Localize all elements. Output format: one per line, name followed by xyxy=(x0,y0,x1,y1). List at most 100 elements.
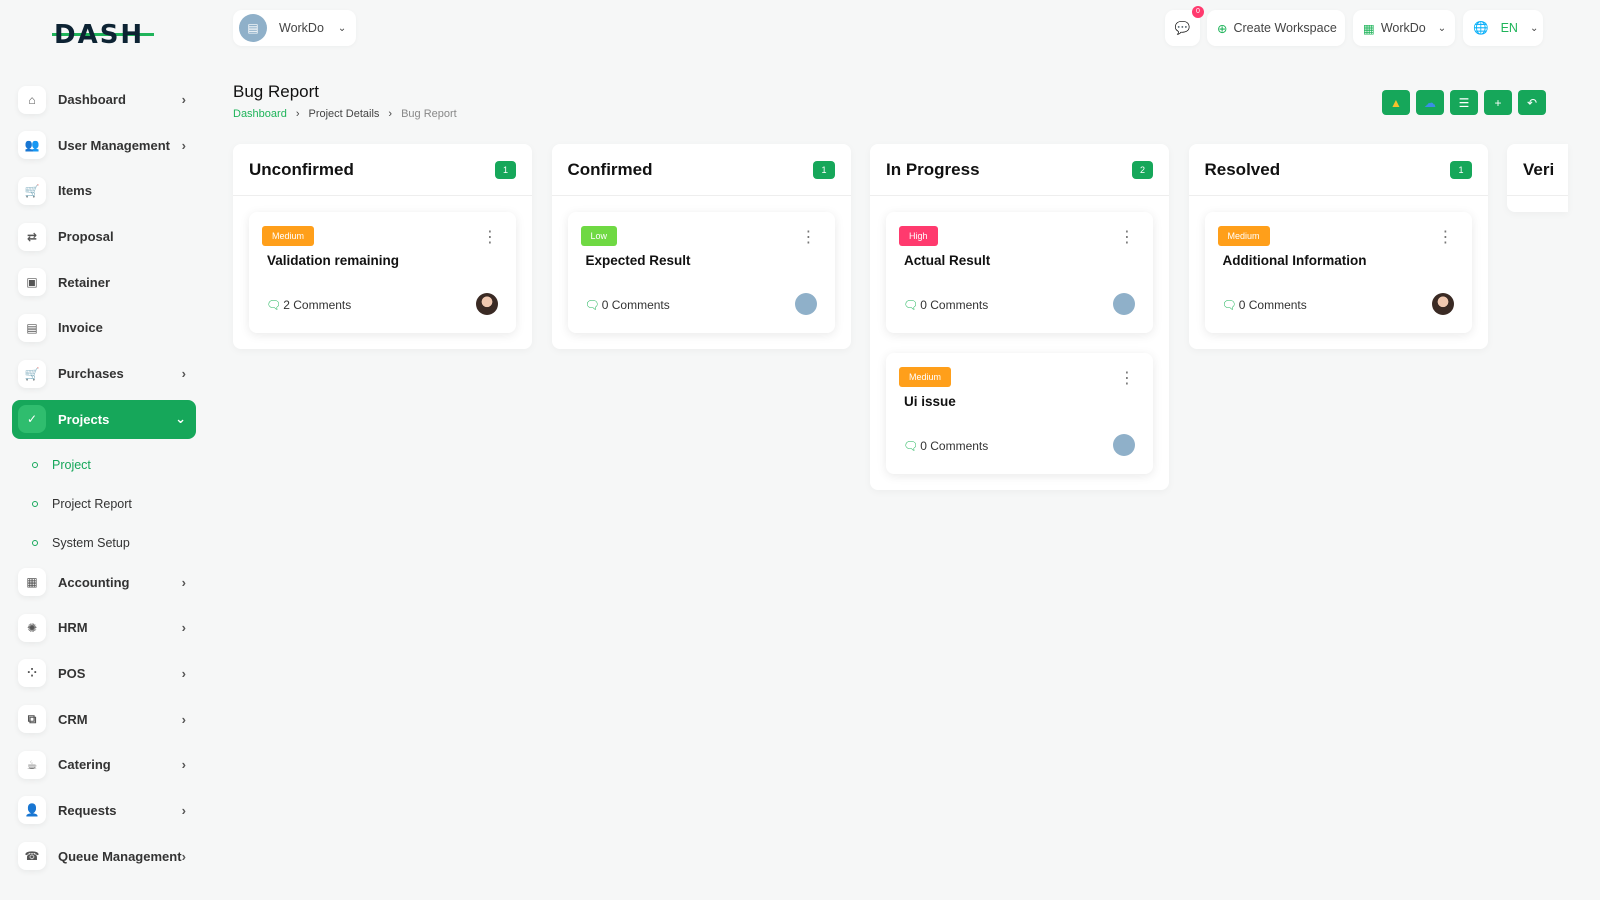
priority-badge: Medium xyxy=(262,226,315,246)
crm-icon: ⧉ xyxy=(18,705,46,734)
column-count-badge: 1 xyxy=(1450,160,1472,179)
accounting-icon: ▦ xyxy=(18,568,46,596)
more-options-icon[interactable]: ⋮ xyxy=(482,229,498,246)
sidebar-item-items[interactable]: 🛒 Items xyxy=(12,171,196,210)
workspace-switcher[interactable]: ▤ WorkDo ⌄ xyxy=(233,10,357,46)
sidebar-item-accounting[interactable]: ▦ Accounting › xyxy=(12,563,196,602)
workspace-avatar-icon: ▤ xyxy=(239,14,267,42)
comment-icon: 🗨 xyxy=(266,298,282,312)
comment-icon: 🗨 xyxy=(903,298,919,312)
add-button[interactable]: + xyxy=(1484,90,1512,115)
column-header: In Progress 2 xyxy=(870,144,1169,196)
bug-card[interactable]: Medium Additional Information ⋮ 🗨 0 Comme… xyxy=(1204,212,1472,333)
user-avatar[interactable] xyxy=(794,293,817,315)
catering-icon: ☕ xyxy=(18,750,46,779)
sidebar-item-requests[interactable]: 👤 Requests › xyxy=(12,791,196,830)
sidebar-item-invoice[interactable]: ▤ Invoice xyxy=(12,308,196,347)
user-avatar[interactable] xyxy=(1113,434,1135,456)
sidebar-item-purchases[interactable]: 🛒 Purchases › xyxy=(12,354,196,393)
onedrive-icon: ☁ xyxy=(1424,95,1436,110)
sidebar-item-retainer[interactable]: ▣ Retainer xyxy=(12,263,196,302)
comments-count: 🗨 0 Comments xyxy=(903,439,988,453)
workspace-dropdown-label: WorkDo xyxy=(1380,21,1426,35)
bug-card[interactable]: Medium Validation remaining ⋮ 🗨 2 Comment… xyxy=(249,212,516,333)
sidebar-item-pos[interactable]: ⁘ POS › xyxy=(12,654,196,693)
comment-icon: 🗨 xyxy=(903,439,919,453)
workspace-dropdown[interactable]: ▦ WorkDo ⌄ xyxy=(1353,10,1455,46)
sidebar-item-dashboard[interactable]: ⌂ Dashboard › xyxy=(12,80,196,119)
chevron-down-icon: ⌄ xyxy=(1529,22,1539,34)
messages-button[interactable]: 💬 0 xyxy=(1165,6,1204,46)
more-options-icon[interactable]: ⋮ xyxy=(1437,229,1454,246)
workspace-name: WorkDo xyxy=(279,21,324,35)
chevron-down-icon: ⌄ xyxy=(175,411,186,427)
chevron-right-icon: › xyxy=(181,665,186,681)
column-title: In Progress xyxy=(886,159,980,179)
language-dropdown[interactable]: 🌐 EN ⌄ xyxy=(1463,10,1543,46)
sidebar-item-projects[interactable]: ✓ Projects ⌄ xyxy=(12,399,196,439)
bug-title[interactable]: Additional Information xyxy=(1222,253,1367,268)
submenu-item[interactable]: Project Report xyxy=(12,485,196,524)
user-avatar[interactable] xyxy=(1431,293,1454,315)
onedrive-button[interactable]: ☁ xyxy=(1416,90,1444,115)
dashboard-icon: ⌂ xyxy=(18,85,46,114)
sidebar-item-label: User Management xyxy=(58,137,170,153)
sidebar-item-label: Requests xyxy=(58,802,117,818)
sidebar: DASH ⌂ Dashboard › 👥 User Management › 🛒… xyxy=(0,0,210,900)
hrm-icon: ✺ xyxy=(18,613,46,642)
kanban-column: Unconfirmed 1 Medium Validation remaining… xyxy=(233,144,532,349)
plus-icon: + xyxy=(1494,95,1502,110)
apps-icon: ▦ xyxy=(1363,21,1375,36)
more-options-icon[interactable]: ⋮ xyxy=(800,229,817,246)
bullet-icon xyxy=(32,540,38,546)
comment-icon: 🗨 xyxy=(584,298,600,312)
bug-title[interactable]: Actual Result xyxy=(904,253,991,268)
sidebar-item-queue-management[interactable]: ☎ Queue Management › xyxy=(12,837,196,876)
breadcrumb-project-details[interactable]: Project Details xyxy=(308,108,380,120)
google-drive-button[interactable]: ▲ xyxy=(1382,90,1410,115)
bug-title[interactable]: Expected Result xyxy=(585,253,691,268)
sidebar-item-catering[interactable]: ☕ Catering › xyxy=(12,745,196,784)
kanban-column: Resolved 1 Medium Additional Information … xyxy=(1188,144,1488,349)
bug-title[interactable]: Ui issue xyxy=(904,394,956,409)
chat-icon: 💬 xyxy=(1174,20,1191,35)
language-label: EN xyxy=(1500,21,1518,35)
kanban-column: In Progress 2 High Actual Result ⋮ 🗨 0 Com… xyxy=(870,144,1169,490)
chevron-down-icon: ⌄ xyxy=(337,22,347,34)
list-view-button[interactable]: ☰ xyxy=(1450,90,1478,115)
kanban-column: Confirmed 1 Low Expected Result ⋮ 🗨 0 Comm… xyxy=(551,144,851,349)
more-options-icon[interactable]: ⋮ xyxy=(1119,229,1135,246)
comments-label: 0 Comments xyxy=(601,298,670,312)
queue-management-icon: ☎ xyxy=(18,842,46,871)
sidebar-item-hrm[interactable]: ✺ HRM › xyxy=(12,608,196,647)
chevron-right-icon: › xyxy=(181,574,186,590)
logo[interactable]: DASH xyxy=(52,20,155,50)
sidebar-item-label: Dashboard xyxy=(58,92,126,107)
pos-icon: ⁘ xyxy=(18,659,46,688)
sidebar-item-user-management[interactable]: 👥 User Management › xyxy=(12,126,196,165)
user-avatar[interactable] xyxy=(1113,293,1135,315)
column-title: Resolved xyxy=(1204,159,1281,179)
sidebar-item-proposal[interactable]: ⇄ Proposal xyxy=(12,217,196,256)
submenu-item[interactable]: Project xyxy=(12,446,196,485)
comments-label: 0 Comments xyxy=(920,439,989,453)
back-button[interactable]: ↶ xyxy=(1518,90,1546,115)
bug-card[interactable]: High Actual Result ⋮ 🗨 0 Comments xyxy=(886,212,1153,333)
submenu-label: Project Report xyxy=(52,497,132,511)
bug-title[interactable]: Validation remaining xyxy=(267,253,400,268)
breadcrumb-dashboard[interactable]: Dashboard xyxy=(233,108,287,120)
more-options-icon[interactable]: ⋮ xyxy=(1119,370,1135,387)
bullet-icon xyxy=(32,501,38,507)
create-workspace-button[interactable]: ⊕ Create Workspace xyxy=(1207,10,1345,46)
sidebar-item-label: CRM xyxy=(58,711,88,727)
bug-card[interactable]: Low Expected Result ⋮ 🗨 0 Comments xyxy=(567,212,835,333)
submenu-item[interactable]: System Setup xyxy=(12,524,196,563)
comments-count: 🗨 0 Comments xyxy=(585,298,670,312)
sidebar-item-label: Invoice xyxy=(58,320,103,336)
purchases-icon: 🛒 xyxy=(18,359,46,388)
sidebar-item-crm[interactable]: ⧉ CRM › xyxy=(12,700,196,739)
user-avatar[interactable] xyxy=(476,293,498,315)
column-header: Unconfirmed 1 xyxy=(233,144,532,196)
bug-card[interactable]: Medium Ui issue ⋮ 🗨 0 Comments xyxy=(886,353,1153,474)
chevron-right-icon: › xyxy=(181,137,186,153)
